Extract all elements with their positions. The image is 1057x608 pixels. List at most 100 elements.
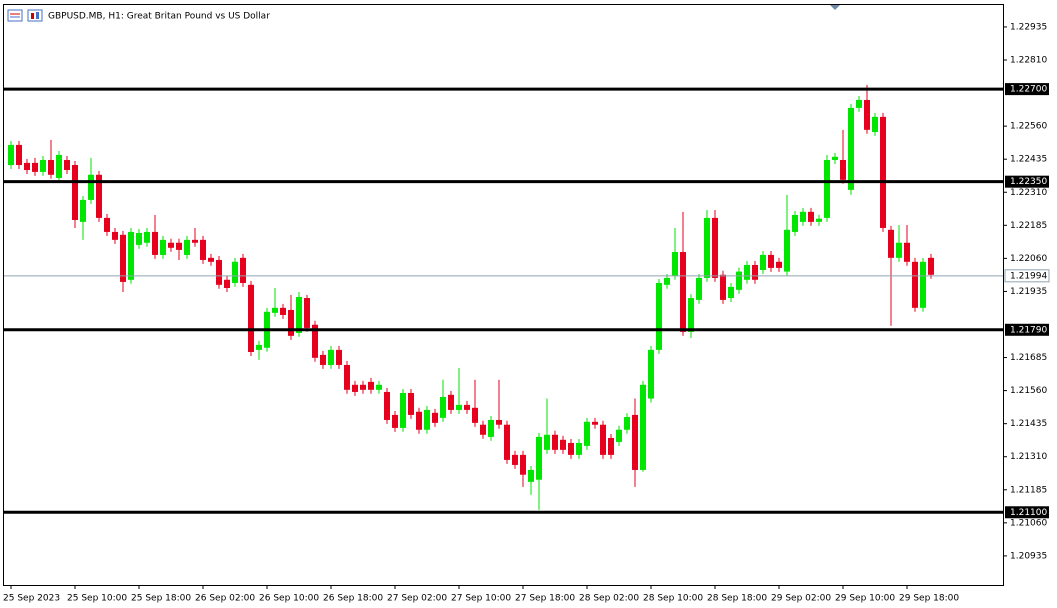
candle-body [296, 296, 302, 333]
x-tick-label: 28 Sep 18:00 [707, 594, 767, 604]
candle-body [728, 286, 734, 299]
candle-body [272, 307, 278, 313]
candle-body [56, 154, 62, 178]
candle-body [152, 231, 158, 255]
candle-body [80, 199, 86, 222]
candle-body [144, 231, 150, 243]
candle-body [872, 116, 878, 132]
candle-body [360, 384, 366, 390]
y-tick-label: 1.21060 [1010, 518, 1047, 528]
candle-body [312, 324, 318, 358]
candle-body [40, 159, 46, 172]
x-tick-label: 27 Sep 18:00 [515, 594, 575, 604]
level-label-box [1005, 83, 1049, 96]
candle-body [120, 234, 126, 282]
candle-body [616, 429, 622, 442]
candle-body [560, 439, 566, 450]
y-tick-label: 1.21935 [1010, 287, 1047, 297]
candle-body [552, 434, 558, 450]
candle-body [344, 364, 350, 390]
candle-body [760, 254, 766, 271]
current-price-label: 1.21994 [1010, 271, 1047, 281]
y-tick-label: 1.22435 [1010, 155, 1047, 165]
candle-body [200, 239, 206, 260]
x-tick-label: 29 Sep 18:00 [899, 594, 959, 604]
x-tick-label: 25 Sep 18:00 [131, 594, 191, 604]
y-tick-label: 1.21310 [1010, 452, 1047, 462]
y-tick-label: 1.22935 [1010, 22, 1047, 32]
candle-body [48, 159, 54, 175]
candle-body [688, 298, 694, 332]
x-tick-label: 27 Sep 02:00 [387, 594, 447, 604]
candle-body [456, 404, 462, 410]
candle-body [736, 271, 742, 290]
candle-body [848, 107, 854, 190]
y-tick-label: 1.20935 [1010, 551, 1047, 561]
candle-body [544, 434, 550, 450]
x-tick-label: 26 Sep 02:00 [195, 594, 255, 604]
candle-body [320, 354, 326, 365]
candle-body [88, 174, 94, 200]
candle-body [112, 231, 118, 240]
x-tick-label: 25 Sep 10:00 [67, 594, 127, 604]
chart-title: GBPUSD.MB, H1: Great Britan Pound vs US … [48, 12, 270, 22]
candle-body [128, 231, 134, 280]
level-label-box [1005, 506, 1049, 519]
x-tick-label: 25 Sep 2023 [3, 594, 60, 604]
candle-body [904, 242, 910, 262]
candle-body [216, 259, 222, 285]
candle-body [712, 217, 718, 278]
x-tick-label: 26 Sep 18:00 [323, 594, 383, 604]
candle-body [392, 414, 398, 428]
y-tick-label: 1.22310 [1010, 188, 1047, 198]
candle-body [464, 404, 470, 410]
header-icons [7, 9, 43, 22]
candle-body [368, 381, 374, 390]
candle-body [168, 242, 174, 248]
candle-body [704, 217, 710, 278]
candle-body [832, 156, 838, 160]
candle-body [664, 277, 670, 285]
candle-body [672, 252, 678, 276]
y-tick-label: 1.22185 [1010, 221, 1047, 231]
candle-body [176, 242, 182, 250]
icon-bar [36, 12, 39, 19]
candle-body [680, 252, 686, 332]
candle-body [408, 392, 414, 415]
plot-frame [3, 4, 1004, 586]
candle-body [656, 282, 662, 350]
candle-body [504, 424, 510, 460]
candle-body [896, 242, 902, 258]
candle-body [632, 414, 638, 470]
candle-body [488, 419, 494, 437]
candle-body [240, 257, 246, 283]
candle-body [32, 162, 38, 172]
candle-body [816, 218, 822, 222]
candle-body [624, 417, 630, 430]
candle-body [448, 394, 454, 410]
candle-body [608, 437, 614, 455]
candle-body [232, 261, 238, 283]
candle-body [864, 99, 870, 130]
icon-bar [31, 13, 34, 19]
y-tick-label: 1.22810 [1010, 56, 1047, 66]
candle-body [776, 261, 782, 268]
candle-body [184, 239, 190, 255]
x-tick-label: 28 Sep 02:00 [579, 594, 639, 604]
candle-body [640, 384, 646, 470]
candle-body [72, 165, 78, 221]
current-price-box [1004, 269, 1050, 283]
x-tick-label: 29 Sep 10:00 [835, 594, 895, 604]
level-label-box [1005, 175, 1049, 188]
x-tick-label: 29 Sep 02:00 [771, 594, 831, 604]
candle-body [400, 392, 406, 428]
candle-body [8, 144, 14, 166]
candle-body [568, 442, 574, 455]
candle-body [248, 284, 254, 352]
candle-body [24, 162, 30, 171]
candle-body [336, 349, 342, 365]
y-tick-label: 1.21435 [1010, 419, 1047, 429]
candle-body [528, 469, 534, 482]
y-tick-label: 1.22060 [1010, 254, 1047, 264]
